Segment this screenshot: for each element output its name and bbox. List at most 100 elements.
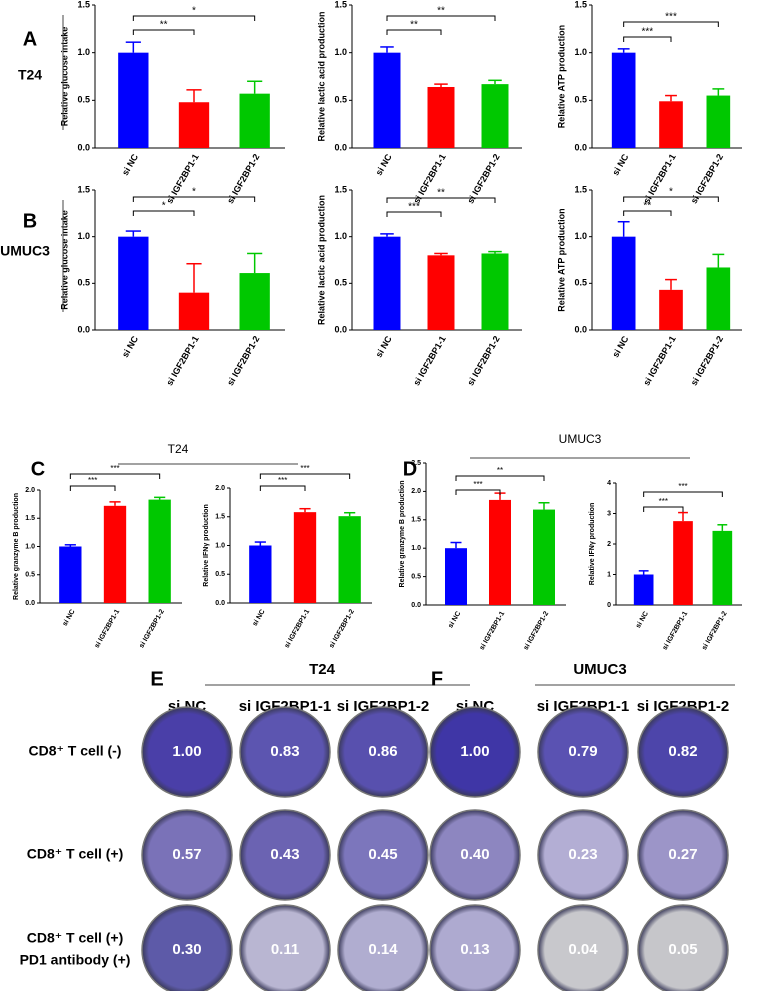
x-tick-label: si NC [635, 610, 650, 629]
y-tick-label: 1.5 [574, 0, 587, 9]
y-tick-label: 1 [607, 571, 611, 578]
significance-bracket [386, 15, 496, 21]
significance-label: ** [437, 6, 445, 17]
row-label: CD8⁺ T cell (+) [27, 846, 123, 862]
x-tick-label: si IGF2BP1-1 [284, 608, 312, 649]
error-bar [450, 541, 462, 549]
plate-value: 0.79 [568, 743, 597, 760]
significance-bracket [623, 21, 719, 27]
significance-label: ** [160, 20, 168, 31]
plate-value: 0.13 [460, 941, 489, 958]
significance-bracket [643, 491, 723, 497]
significance-label: *** [659, 497, 668, 506]
y-tick-label: 1.5 [411, 517, 421, 524]
bar [178, 292, 210, 330]
significance-label: *** [278, 476, 287, 485]
error-bar [617, 48, 630, 53]
error-bar [638, 570, 649, 575]
y-tick-label: 0.0 [25, 600, 35, 607]
bar [659, 101, 683, 148]
significance-label: * [669, 187, 673, 198]
bar [427, 86, 455, 148]
x-tick-label: si IGF2BP1-2 [138, 608, 166, 649]
error-bar [665, 278, 677, 290]
significance-bracket [132, 29, 195, 35]
significance-label: *** [88, 476, 97, 485]
y-tick-label: 0.5 [77, 95, 90, 105]
y-tick-label: 0.0 [334, 324, 347, 334]
bar [118, 236, 149, 330]
row-label: CD8⁺ T cell (-) [29, 743, 122, 759]
row-label: CD8⁺ T cell (+) [27, 930, 123, 946]
plate [429, 904, 521, 991]
bar [373, 52, 401, 148]
error-bar [712, 253, 725, 268]
x-tick-label: si IGF2BP1-1 [164, 334, 200, 387]
bar [249, 545, 272, 603]
plate [239, 809, 331, 901]
plate-value: 0.27 [668, 846, 697, 863]
significance-label: *** [300, 464, 309, 473]
bar [611, 236, 636, 330]
y-axis-label: Relative lactic acid production [316, 195, 326, 325]
y-tick-label: 0.5 [215, 571, 225, 578]
panel-letter: B [23, 210, 37, 232]
y-tick-label: 1.0 [411, 545, 421, 552]
group-label: T24 [309, 661, 336, 678]
error-bar [488, 250, 502, 254]
plate [239, 904, 331, 991]
bar [373, 236, 401, 330]
y-axis-label: Relative lactic acid production [316, 11, 326, 141]
bar [118, 52, 149, 148]
y-axis-label: Relative IFNγ production [203, 504, 210, 586]
significance-bracket [623, 210, 672, 216]
y-tick-label: 2.0 [215, 485, 225, 492]
y-tick-label: 2.0 [25, 487, 35, 494]
plate-value: 1.00 [172, 743, 201, 760]
plate [337, 706, 429, 798]
significance-bracket [623, 196, 719, 202]
x-tick-label: si NC [447, 610, 462, 629]
significance-bracket [386, 197, 496, 203]
error-bar [488, 79, 502, 85]
plate [429, 706, 521, 798]
error-bar [154, 496, 166, 500]
bar [633, 574, 654, 605]
plate-value: 0.86 [368, 743, 397, 760]
group-label: UMUC3 [559, 432, 602, 446]
x-tick-label: si IGF2BP1-2 [701, 610, 729, 651]
plate-value: 0.40 [460, 846, 489, 863]
panel-letter: A [23, 28, 37, 50]
bar [293, 512, 317, 603]
plate [637, 904, 729, 991]
significance-label: *** [665, 12, 677, 23]
bar [103, 505, 127, 603]
x-tick-label: si IGF2BP1-1 [662, 610, 690, 651]
y-tick-label: 0.0 [411, 602, 421, 609]
error-bar [186, 89, 202, 103]
bar [148, 499, 171, 603]
x-tick-label: si NC [62, 608, 77, 627]
y-axis-label: Relative ATP production [556, 208, 566, 311]
plate-value: 0.11 [271, 941, 299, 958]
y-tick-label: 1.0 [334, 47, 347, 57]
bar [445, 548, 467, 605]
plate-value: 0.57 [172, 846, 201, 863]
error-bar [247, 80, 263, 94]
y-tick-label: 0 [607, 602, 611, 609]
y-tick-label: 1.5 [334, 0, 347, 9]
bar [427, 255, 455, 330]
y-tick-label: 1.0 [215, 542, 225, 549]
bar [712, 530, 733, 605]
significance-label: ** [410, 20, 418, 31]
row-label: PD1 antibody (+) [20, 952, 131, 968]
y-tick-label: 2.0 [411, 488, 421, 495]
x-tick-label: si IGF2BP1-2 [328, 608, 356, 649]
x-tick-label: si NC [252, 608, 267, 627]
y-tick-label: 0.5 [411, 573, 421, 580]
y-tick-label: 0.5 [334, 95, 347, 105]
bar [481, 84, 509, 148]
error-bar [109, 501, 121, 506]
bar [239, 93, 270, 148]
plate-value: 0.05 [668, 941, 697, 958]
